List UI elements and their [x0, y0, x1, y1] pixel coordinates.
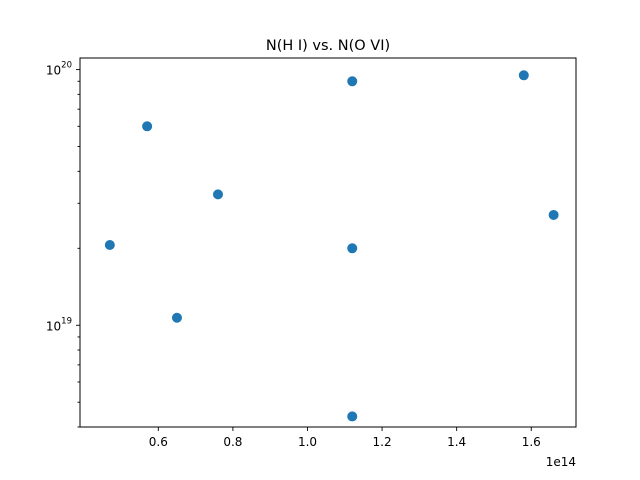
scatter-point: [212, 189, 223, 200]
scatter-point: [142, 121, 153, 132]
y-tick-label: 1020: [46, 61, 72, 78]
y-tick-label: 1019: [46, 316, 72, 333]
x-axis-offset-label: 1e14: [546, 455, 576, 469]
scatter-point: [104, 240, 115, 251]
y-tick-label-base: 10: [46, 319, 61, 333]
x-tick-label: 1.2: [373, 435, 392, 449]
x-tick-label: 1.6: [522, 435, 541, 449]
x-axis: 0.6 0.8 1.0 1.2 1.4 1.6: [149, 427, 541, 449]
x-tick-label: 0.6: [149, 435, 168, 449]
x-tick-label: 1.0: [298, 435, 317, 449]
scatter-point: [347, 243, 358, 254]
y-tick-label-exponent: 19: [61, 316, 72, 326]
scatter-point: [347, 411, 358, 422]
scatter-point: [171, 312, 182, 323]
x-tick-label: 1.4: [447, 435, 466, 449]
scatter-point: [518, 70, 529, 81]
axes-frame: [79, 57, 577, 428]
scatter-point: [548, 209, 559, 220]
y-tick-label-base: 10: [46, 64, 61, 78]
chart-title: N(H I) vs. N(O VI): [266, 38, 390, 54]
y-tick-label-exponent: 20: [61, 61, 72, 71]
scatter-point: [347, 76, 358, 87]
data-points: [104, 70, 559, 422]
x-tick-label: 0.8: [223, 435, 242, 449]
